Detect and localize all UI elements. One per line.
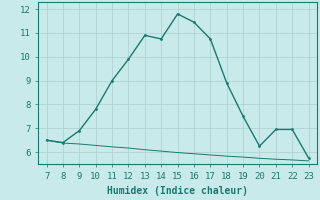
X-axis label: Humidex (Indice chaleur): Humidex (Indice chaleur): [107, 186, 248, 196]
